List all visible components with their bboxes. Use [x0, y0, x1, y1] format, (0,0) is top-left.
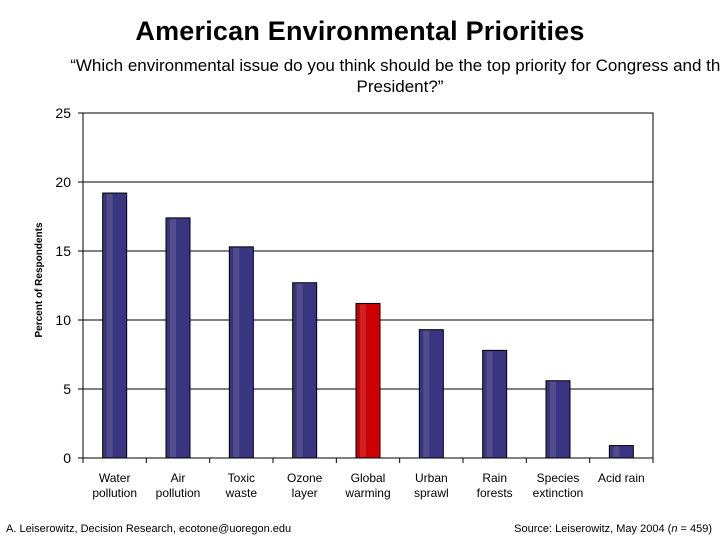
y-tick-label: 25 [55, 105, 71, 121]
y-tick-label: 5 [63, 381, 71, 397]
bar [292, 282, 318, 459]
footer-source: Source: Leiserowitz, May 2004 (n = 459) [514, 523, 712, 535]
bar [418, 329, 444, 459]
x-tick-label: pollution [92, 486, 137, 500]
y-tick-label: 0 [63, 450, 71, 466]
x-tick-label: Species [537, 471, 580, 485]
x-tick-label: Acid rain [598, 471, 645, 485]
bar-highlight [355, 302, 381, 459]
footer-source-n: n [671, 523, 678, 535]
bar-shading [423, 330, 430, 457]
y-tick-label: 10 [55, 312, 71, 328]
x-tick-label: layer [292, 486, 318, 500]
bar-shading [233, 247, 240, 457]
x-tick-label: pollution [156, 486, 201, 500]
footer-source-suffix: = 459) [677, 523, 712, 535]
x-tick-label: sprawl [414, 486, 449, 500]
bar [482, 349, 508, 459]
chart-title: American Environmental Priorities [135, 16, 585, 46]
x-tick-label: Air [171, 471, 186, 485]
x-tick-label: extinction [533, 486, 584, 500]
bar [545, 380, 571, 459]
bar-shading [486, 351, 493, 457]
footer-credit: A. Leiserowitz, Decision Research, ecoto… [6, 523, 292, 535]
chart-subtitle: “Which environmental issue do you think … [70, 56, 720, 96]
x-tick-label: waste [225, 486, 258, 500]
x-tick-label: Rain [482, 471, 507, 485]
x-tick-label: Global [351, 471, 386, 485]
bar-shading [360, 304, 366, 457]
x-tick-label: warming [344, 486, 390, 500]
bar-shading [296, 283, 303, 457]
bar [165, 217, 191, 459]
x-tick-label: Toxic [228, 471, 255, 485]
bar [102, 192, 128, 459]
bar-shading [550, 381, 556, 457]
bar-shading [613, 446, 620, 457]
x-tick-label: forests [477, 486, 513, 500]
y-tick-label: 15 [55, 243, 71, 259]
x-tick-label: Urban [415, 471, 448, 485]
footer-source-prefix: Source: Leiserowitz, May 2004 ( [514, 523, 672, 535]
x-tick-label: Ozone [287, 471, 323, 485]
bar [608, 445, 634, 459]
x-tick-label: Water [99, 471, 131, 485]
bar [228, 246, 254, 459]
bar-shading [106, 194, 113, 458]
bar-shading [170, 218, 176, 457]
y-tick-label: 20 [55, 174, 71, 190]
